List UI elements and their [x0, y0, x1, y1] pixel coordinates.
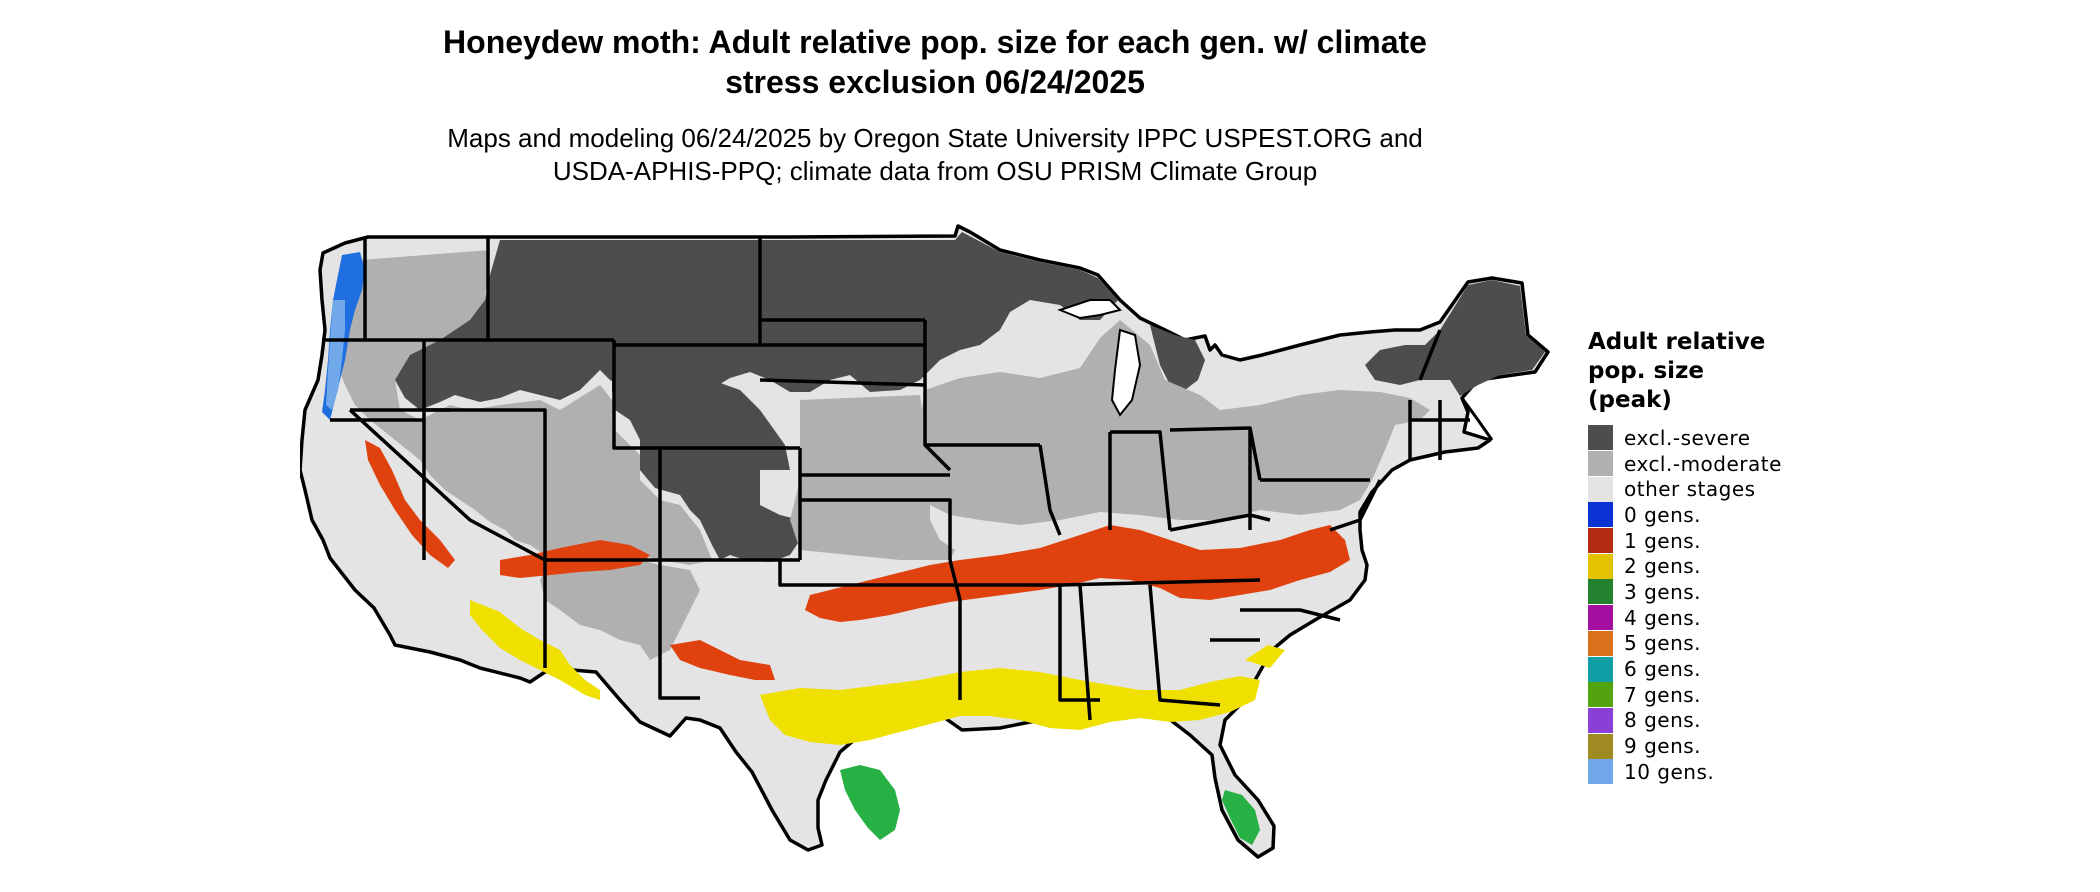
region-excl-moderate-west [335, 250, 712, 565]
legend-label: other stages [1624, 477, 1756, 502]
region-excl-severe-northeast [1365, 280, 1545, 396]
map-legend: Adult relative pop. size (peak) excl.-se… [1588, 328, 1848, 785]
region-excl-severe-michigan [1150, 325, 1205, 390]
subtitle-line-2: USDA-APHIS-PPQ; climate data from OSU PR… [552, 156, 1318, 186]
legend-items: excl.-severe excl.-moderate other stages 0 … [1588, 425, 1848, 785]
legend-swatch [1588, 707, 1613, 733]
region-2-gens-north-carolina [1245, 645, 1285, 668]
coastline-detail [1460, 397, 1494, 441]
legend-label: 3 gens. [1624, 579, 1702, 604]
legend-title-line-2: pop. size [1588, 358, 1705, 384]
region-2-gens-desert [470, 600, 600, 700]
region-3-gens-south-florida [1222, 790, 1260, 845]
legend-swatch [1588, 528, 1613, 554]
legend-swatch [1588, 579, 1613, 605]
region-1-gens-california [365, 440, 455, 568]
legend-title: Adult relative pop. size (peak) [1588, 328, 1848, 415]
lake-michigan [1110, 328, 1142, 417]
legend-label: 5 gens. [1624, 631, 1702, 656]
legend-title-line-1: Adult relative [1588, 329, 1766, 355]
legend-label: excl.-severe [1624, 425, 1751, 450]
lake-superior [1057, 299, 1122, 320]
legend-swatch [1588, 451, 1613, 477]
legend-label: 4 gens. [1624, 605, 1702, 630]
legend-swatch [1588, 630, 1613, 656]
legend-label: 8 gens. [1624, 708, 1702, 733]
legend-swatch [1588, 553, 1613, 579]
legend-label: 10 gens. [1624, 759, 1715, 784]
region-1-gens-texas-border [670, 640, 775, 680]
legend-swatch [1588, 759, 1613, 785]
legend-item: 8 gens. [1588, 707, 1848, 734]
legend-item: 6 gens. [1588, 656, 1848, 682]
legend-label: 9 gens. [1624, 734, 1702, 759]
legend-item: 2 gens. [1588, 553, 1848, 579]
region-excl-moderate-plains [790, 395, 955, 560]
title-line-1: Honeydew moth: Adult relative pop. size … [443, 24, 1427, 60]
legend-swatch [1588, 502, 1613, 528]
legend-item: 9 gens. [1588, 733, 1848, 759]
state-boundaries [322, 237, 1470, 721]
legend-item: other stages [1588, 476, 1848, 502]
legend-swatch [1588, 605, 1613, 631]
region-3-gens-south-texas [840, 765, 900, 840]
legend-item: 7 gens. [1588, 682, 1848, 708]
legend-label: excl.-moderate [1624, 451, 1782, 476]
region-excl-severe-rockies [612, 344, 800, 562]
title-line-2: stress exclusion 06/24/2025 [725, 64, 1145, 100]
legend-item: excl.-severe [1588, 425, 1848, 451]
legend-item: 10 gens. [1588, 759, 1848, 785]
legend-item: excl.-moderate [1588, 451, 1848, 477]
legend-label: 7 gens. [1624, 682, 1702, 707]
legend-swatch [1588, 682, 1613, 708]
legend-title-line-3: (peak) [1588, 387, 1672, 413]
legend-swatch [1588, 425, 1613, 451]
legend-item: 1 gens. [1588, 528, 1848, 554]
legend-item: 3 gens. [1588, 579, 1848, 605]
legend-swatch [1588, 733, 1613, 759]
legend-label: 1 gens. [1624, 528, 1702, 553]
us-map [300, 224, 1550, 859]
legend-label: 2 gens. [1624, 554, 1702, 579]
legend-label: 6 gens. [1624, 657, 1702, 682]
region-2-gens-gulf-band [760, 668, 1260, 745]
legend-swatch [1588, 476, 1613, 502]
legend-item: 4 gens. [1588, 605, 1848, 631]
legend-swatch [1588, 656, 1613, 682]
legend-label: 0 gens. [1624, 502, 1702, 527]
region-1-gens-south-band [805, 525, 1350, 622]
legend-item: 0 gens. [1588, 502, 1848, 528]
region-10-gens-pacific-coast [326, 300, 345, 410]
subtitle-line-1: Maps and modeling 06/24/2025 by Oregon S… [447, 123, 1423, 153]
map-title: Honeydew moth: Adult relative pop. size … [300, 22, 1570, 102]
region-excl-severe-north [395, 232, 1118, 410]
legend-item: 5 gens. [1588, 630, 1848, 657]
map-subtitle: Maps and modeling 06/24/2025 by Oregon S… [300, 122, 1570, 188]
